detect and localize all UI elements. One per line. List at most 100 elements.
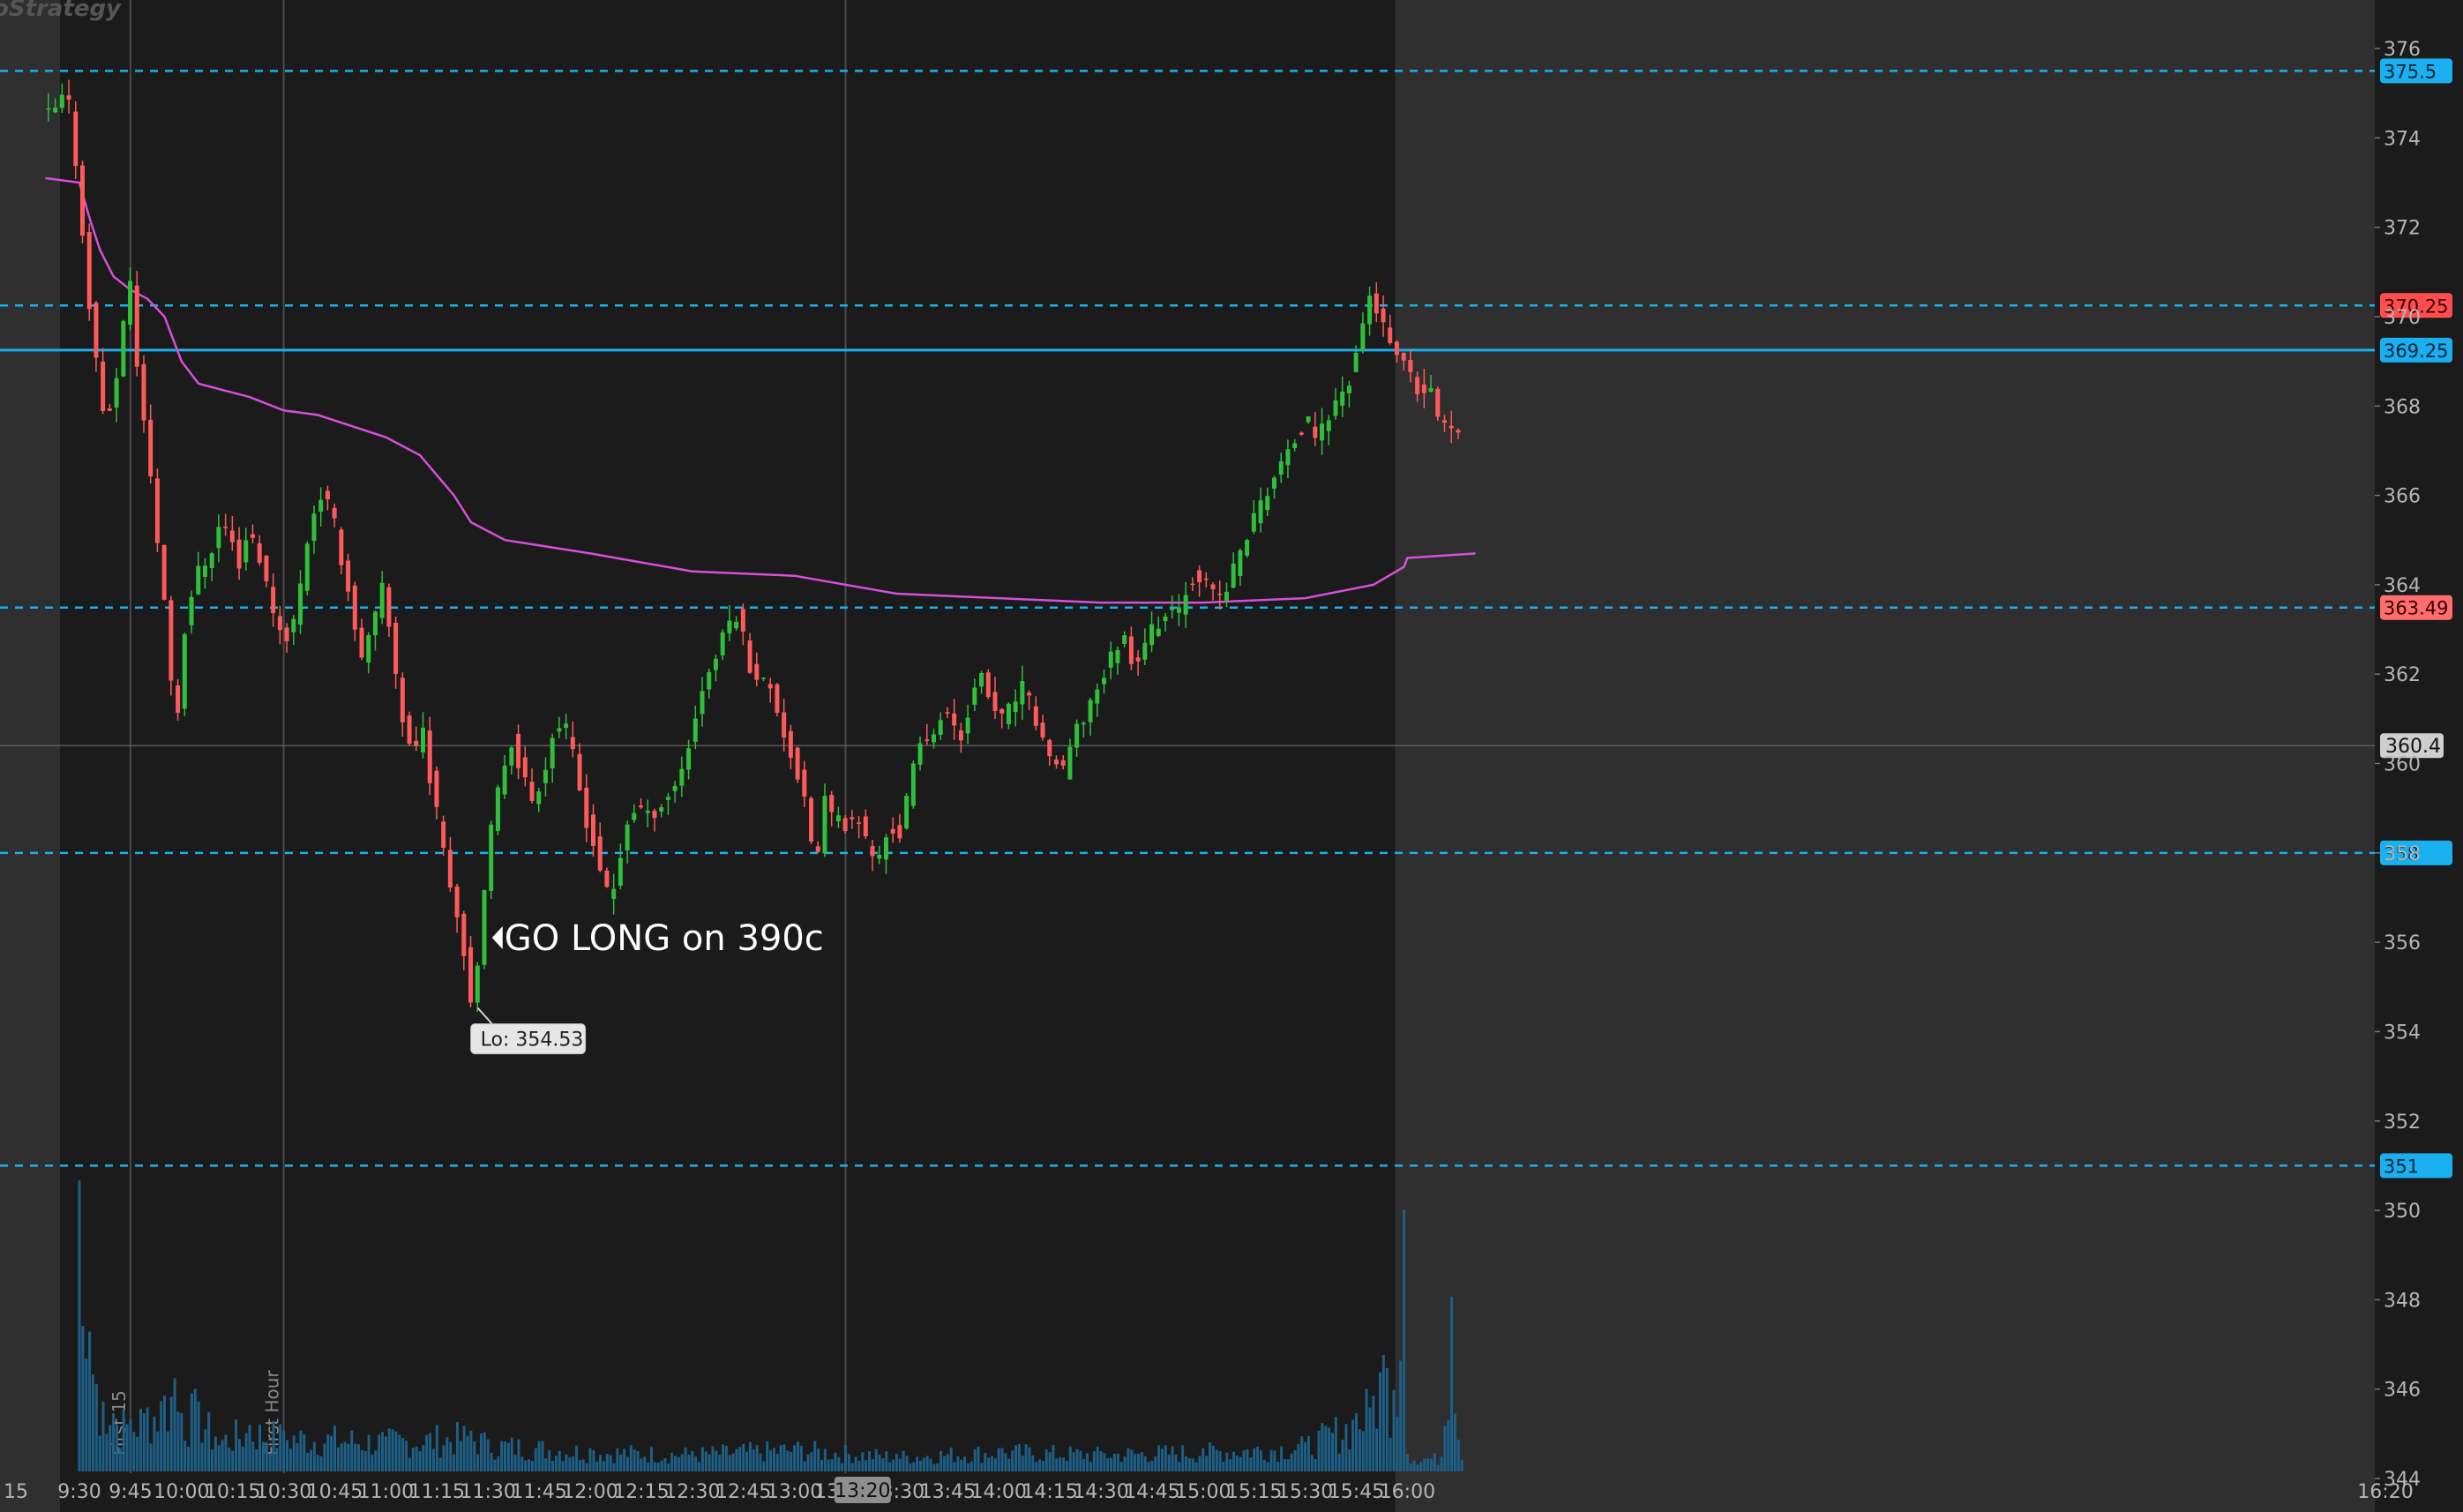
volume-bar [837, 1456, 841, 1471]
candle-body [529, 782, 535, 802]
volume-bar [1419, 1462, 1423, 1471]
volume-bar [146, 1407, 149, 1471]
volume-bar [187, 1446, 191, 1471]
volume-bar [469, 1430, 473, 1471]
volume-bar [1160, 1448, 1164, 1471]
volume-bar [381, 1432, 385, 1471]
low-label-box [470, 1023, 587, 1055]
candle-body [73, 111, 79, 167]
volume-bar [415, 1446, 418, 1471]
candle-body [536, 791, 542, 805]
x-axis: 15 9:30 9:45 10:0010:1510:3010:4511:0011:15… [4, 1477, 2414, 1503]
volume-bar [698, 1462, 701, 1471]
x-tick-label-0: 15 [4, 1481, 28, 1503]
candle-body [1313, 426, 1318, 438]
candle-body [352, 585, 357, 630]
candle-body [94, 303, 99, 358]
volume-bar [193, 1388, 197, 1471]
volume-bar [629, 1445, 633, 1471]
candle-body [1020, 681, 1025, 705]
volume-bar [653, 1462, 656, 1471]
candle-body [925, 739, 930, 741]
candle-body [359, 627, 364, 658]
volume-bar [1348, 1448, 1351, 1471]
volume-bar [775, 1453, 779, 1471]
candle-body [1060, 760, 1066, 766]
volume-bar [667, 1463, 670, 1471]
price-levels: 375.5 370.25 369.25 363.49 358 351 360.4 [0, 58, 2452, 1179]
volume-bar [190, 1393, 193, 1471]
volume-bar [1222, 1461, 1225, 1471]
volume-bar [731, 1453, 735, 1471]
volume-bar [213, 1436, 217, 1471]
volume-bar [803, 1461, 806, 1471]
candle-body [985, 672, 991, 698]
candle-body [740, 609, 745, 632]
candle-body [910, 763, 916, 806]
candle-body [543, 769, 548, 783]
candle-body [251, 534, 255, 538]
volume-bar [885, 1451, 888, 1471]
volume-bar [1266, 1462, 1269, 1471]
volume-bar [1052, 1444, 1055, 1471]
volume-bar [1014, 1445, 1017, 1471]
x-tick-label-22: 14:45 [1124, 1481, 1179, 1503]
candle-body [720, 632, 725, 655]
volume-bar [793, 1445, 797, 1471]
candle-body [161, 544, 167, 600]
x-tick-label-24: 15:15 [1226, 1481, 1282, 1503]
volume-bar [387, 1428, 391, 1471]
volume-bar [929, 1458, 932, 1471]
session-shading [0, 0, 2375, 1512]
candle-body [1047, 739, 1052, 757]
volume-bar [384, 1436, 387, 1471]
volume-bars [78, 1180, 1464, 1471]
level-tag-text-5: 351 [2384, 1156, 2419, 1177]
candle-body [550, 737, 555, 768]
volume-bar [895, 1454, 898, 1471]
candle-body [1326, 420, 1331, 431]
volume-bar [1297, 1443, 1300, 1471]
volume-bar [466, 1435, 469, 1471]
candle-body [1074, 723, 1080, 748]
volume-bar [367, 1434, 371, 1471]
candle-body [284, 627, 289, 641]
volume-bar [1351, 1419, 1355, 1471]
volume-bar [820, 1459, 823, 1471]
candle-body [1346, 385, 1351, 393]
volume-bar [738, 1447, 742, 1471]
level-tag-text-0: 375.5 [2384, 61, 2437, 82]
volume-bar [936, 1463, 940, 1471]
candle-body [1135, 657, 1141, 662]
candle-body [1333, 400, 1338, 416]
candle-body [1088, 700, 1093, 722]
candle-body [857, 822, 862, 824]
volume-bar [333, 1426, 336, 1471]
candle-body [372, 611, 378, 636]
volume-bar [112, 1413, 116, 1471]
y-tick-label-9: 362 [2384, 664, 2421, 686]
volume-bar [343, 1441, 347, 1471]
level-tag-text-2: 369.25 [2384, 341, 2448, 362]
volume-bar [868, 1451, 872, 1471]
volume-bar [966, 1463, 969, 1471]
volume-bar [704, 1451, 707, 1471]
volume-bar [445, 1437, 449, 1471]
volume-bar [306, 1452, 310, 1471]
volume-bar [1164, 1445, 1167, 1471]
volume-bar [1447, 1419, 1450, 1471]
volume-bar [418, 1451, 422, 1471]
level-tag-3 [2380, 595, 2452, 620]
volume-bar [619, 1454, 623, 1471]
candle-body [570, 737, 575, 750]
candle-body [890, 828, 895, 834]
volume-bar [340, 1443, 343, 1471]
candle-body [679, 768, 685, 786]
volume-bar [922, 1457, 925, 1471]
volume-bar [963, 1456, 967, 1471]
volume-bar [1092, 1450, 1096, 1471]
volume-bar [844, 1444, 847, 1471]
candle-body [495, 787, 500, 831]
volume-bar [180, 1413, 183, 1471]
